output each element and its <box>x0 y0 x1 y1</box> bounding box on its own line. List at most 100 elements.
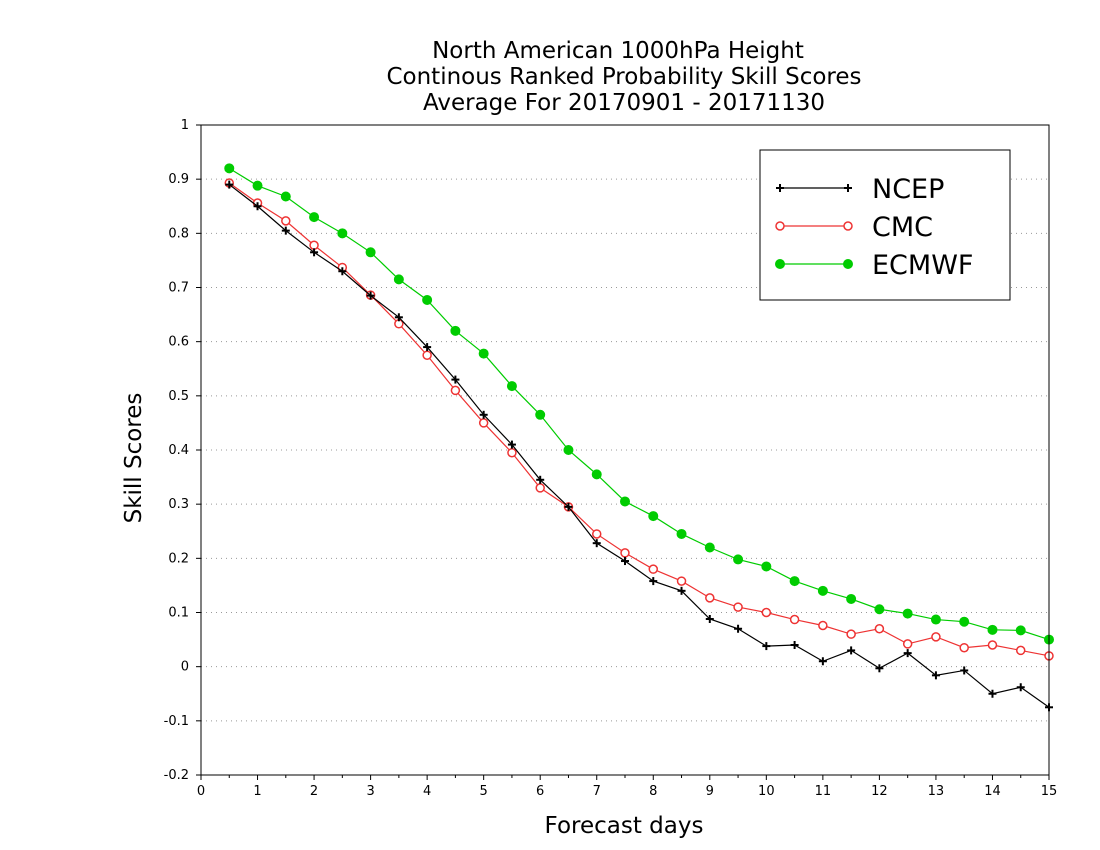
data-point-ncep <box>394 313 403 322</box>
x-tick-label: 14 <box>984 784 1001 799</box>
legend-item-ncep: NCEP <box>776 174 944 205</box>
data-point-ecmwf <box>846 593 857 604</box>
data-point-cmc <box>761 607 772 618</box>
x-tick-label: 12 <box>871 784 888 799</box>
data-point-cmc <box>733 602 743 612</box>
legend-marker-end-ecmwf <box>843 259 853 269</box>
data-point-ncep <box>479 410 488 419</box>
legend: NCEP CMC ECMWF <box>759 149 1011 301</box>
data-point-ecmwf <box>309 212 320 223</box>
y-tick-label: 0.3 <box>168 497 189 512</box>
data-point-ecmwf <box>874 604 885 615</box>
x-tick-label: 2 <box>310 784 318 799</box>
data-point-cmc <box>450 385 461 396</box>
data-point-ecmwf <box>252 180 263 191</box>
x-tick-label: 4 <box>423 784 431 799</box>
x-tick-label: 7 <box>593 784 601 799</box>
data-point-cmc <box>507 447 517 458</box>
data-point-cmc <box>959 642 969 653</box>
data-point-cmc <box>874 624 885 634</box>
legend-marker-end-ncep <box>844 184 852 192</box>
data-point-ecmwf <box>506 381 517 392</box>
title-line-3: Average For 20170901 - 20171130 <box>423 90 825 116</box>
data-point-ncep <box>734 624 743 633</box>
data-point-ncep <box>931 671 940 680</box>
x-tick-label: 3 <box>366 784 374 799</box>
data-point-ncep <box>507 440 516 449</box>
data-point-cmc <box>478 418 489 428</box>
legend-marker-start-ncep <box>776 184 784 192</box>
x-tick-label: 8 <box>649 784 657 799</box>
legend-box <box>759 149 1011 301</box>
data-point-cmc <box>648 564 659 574</box>
series-line-cmc <box>228 182 1050 657</box>
data-point-ecmwf <box>959 616 970 627</box>
data-point-cmc <box>281 216 291 226</box>
x-tick-label: 0 <box>197 784 205 799</box>
data-point-ncep <box>903 649 912 658</box>
data-point-cmc <box>987 640 998 650</box>
data-point-ncep <box>677 586 686 595</box>
y-tick-label: 0.4 <box>168 443 189 458</box>
data-point-ecmwf <box>535 409 546 420</box>
data-point-ecmwf <box>902 608 913 619</box>
y-tick-label: -0.1 <box>164 714 189 729</box>
data-point-ecmwf <box>563 445 574 455</box>
data-point-ecmwf <box>1015 625 1026 636</box>
data-point-ncep <box>281 226 290 235</box>
legend-marker-end-cmc <box>843 221 853 231</box>
data-point-cmc <box>902 639 913 649</box>
x-axis-ticks: 0 1 2 3 4 5 6 7 8 9 10 11 12 13 14 15 <box>197 775 1057 799</box>
data-point-cmc <box>591 529 602 539</box>
legend-label-ecmwf: ECMWF <box>872 250 973 281</box>
y-tick-label: 0.6 <box>168 335 189 350</box>
x-tick-label: 11 <box>815 784 832 799</box>
series-line-ncep <box>228 184 1050 708</box>
legend-item-cmc: CMC <box>775 212 933 243</box>
data-point-ecmwf <box>224 163 235 174</box>
data-point-ecmwf <box>478 348 489 359</box>
data-point-cmc <box>620 548 630 558</box>
data-point-ecmwf <box>648 511 659 522</box>
data-point-ncep <box>592 539 601 548</box>
data-point-cmc <box>931 632 941 642</box>
data-point-ncep <box>818 657 827 666</box>
legend-item-ecmwf: ECMWF <box>775 250 973 281</box>
y-tick-label: 0.8 <box>168 226 189 241</box>
data-point-ecmwf <box>930 614 941 625</box>
series-ncep <box>225 180 1053 712</box>
data-point-ncep <box>705 615 714 623</box>
data-point-ncep <box>451 375 460 384</box>
y-tick-label: 0 <box>181 660 189 675</box>
x-tick-label: 9 <box>706 784 714 799</box>
x-tick-label: 6 <box>536 784 544 799</box>
data-point-ncep <box>338 267 347 276</box>
data-point-ncep <box>621 557 629 566</box>
series-layer <box>224 163 1054 712</box>
legend-label-ncep: NCEP <box>872 174 944 205</box>
data-point-cmc <box>705 593 715 603</box>
data-point-ncep <box>790 641 799 649</box>
y-tick-label: 0.1 <box>168 606 189 621</box>
data-point-ecmwf <box>422 294 433 305</box>
y-tick-label: 0.7 <box>168 281 189 296</box>
x-tick-label: 10 <box>758 784 775 799</box>
data-point-ncep <box>253 202 262 211</box>
data-point-cmc <box>846 629 856 639</box>
x-tick-label: 13 <box>928 784 945 799</box>
y-tick-label: 0.9 <box>168 172 189 187</box>
data-point-ncep <box>847 646 856 655</box>
data-point-ecmwf <box>987 624 998 635</box>
data-point-cmc <box>422 350 432 360</box>
data-point-ecmwf <box>704 542 715 553</box>
data-point-ncep <box>564 502 573 511</box>
data-point-ecmwf <box>676 528 687 539</box>
data-point-ncep <box>310 248 319 257</box>
data-point-ncep <box>960 666 969 675</box>
data-point-ecmwf <box>591 469 602 480</box>
y-tick-label: 1 <box>181 118 189 133</box>
data-point-ncep <box>536 475 545 484</box>
data-point-ecmwf <box>789 576 800 587</box>
title-line-2: Continous Ranked Probability Skill Score… <box>386 64 861 90</box>
